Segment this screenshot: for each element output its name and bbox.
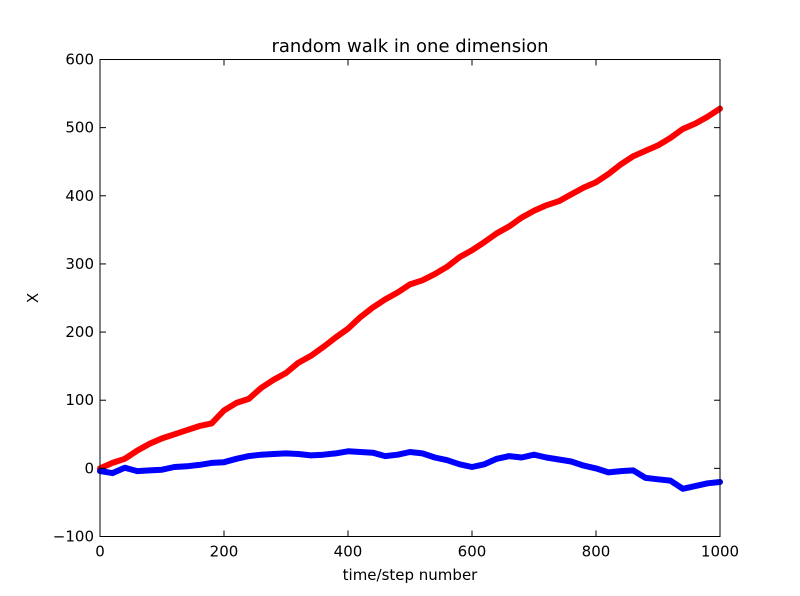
y-tick-label: 200	[65, 323, 94, 341]
x-tick-label: 200	[210, 543, 239, 561]
y-tick-label: −100	[53, 528, 94, 546]
x-tick-label: 800	[582, 543, 611, 561]
x-tick-label: 400	[334, 543, 363, 561]
series-line-0	[97, 105, 723, 472]
x-tick-label: 600	[458, 543, 487, 561]
y-tick-label: 400	[65, 187, 94, 205]
y-tick-label: 0	[84, 459, 94, 477]
y-tick-label: 600	[65, 51, 94, 69]
y-tick-label: 500	[65, 119, 94, 137]
series-line-1	[97, 448, 723, 492]
y-axis-label: X	[24, 293, 42, 303]
x-axis-label: time/step number	[343, 566, 479, 584]
x-tick-label: 1000	[701, 543, 739, 561]
y-tick-label: 100	[65, 391, 94, 409]
plot-frame	[99, 59, 721, 537]
y-tick-label: 300	[65, 255, 94, 273]
x-tick-label: 0	[95, 543, 105, 561]
chart-title: random walk in one dimension	[271, 36, 548, 57]
